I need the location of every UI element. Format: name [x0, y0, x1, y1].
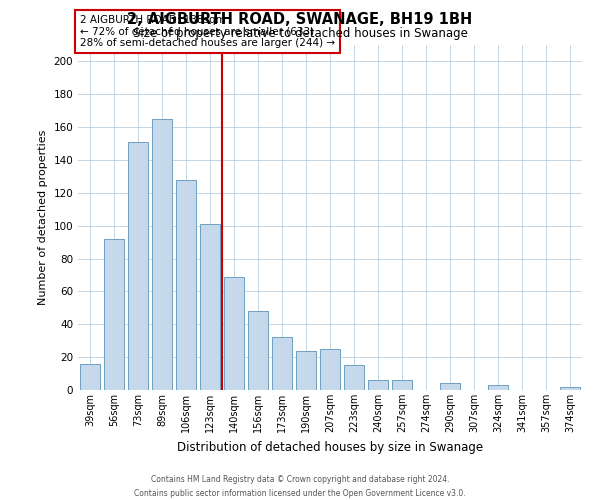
Bar [440, 384, 460, 390]
Bar [224, 276, 244, 390]
Text: 2, AIGBURTH ROAD, SWANAGE, BH19 1BH: 2, AIGBURTH ROAD, SWANAGE, BH19 1BH [127, 12, 473, 28]
Text: 2 AIGBURTH ROAD: 138sqm
← 72% of detached houses are smaller (633)
28% of semi-d: 2 AIGBURTH ROAD: 138sqm ← 72% of detache… [80, 15, 335, 48]
Bar [296, 350, 316, 390]
Bar [488, 385, 508, 390]
Bar [392, 380, 412, 390]
Text: Size of property relative to detached houses in Swanage: Size of property relative to detached ho… [133, 28, 467, 40]
Bar [176, 180, 196, 390]
Bar [344, 366, 364, 390]
Bar [200, 224, 220, 390]
X-axis label: Distribution of detached houses by size in Swanage: Distribution of detached houses by size … [177, 440, 483, 454]
Bar [128, 142, 148, 390]
Bar [152, 119, 172, 390]
Text: Contains HM Land Registry data © Crown copyright and database right 2024.
Contai: Contains HM Land Registry data © Crown c… [134, 476, 466, 498]
Bar [104, 239, 124, 390]
Bar [248, 311, 268, 390]
Bar [272, 338, 292, 390]
Y-axis label: Number of detached properties: Number of detached properties [38, 130, 48, 305]
Bar [560, 386, 580, 390]
Bar [80, 364, 100, 390]
Bar [368, 380, 388, 390]
Bar [320, 349, 340, 390]
